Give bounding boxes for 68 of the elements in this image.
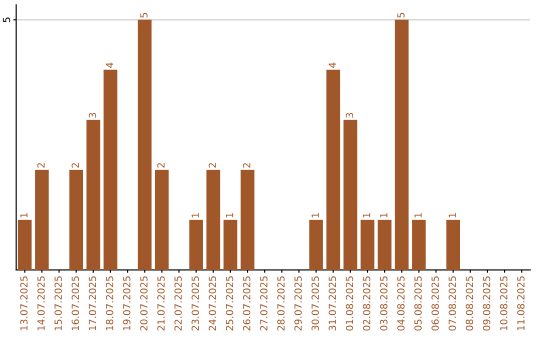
x-tick-label: 10.08.2025 (500, 276, 508, 330)
x-tick-label: 19.07.2025 (123, 276, 130, 330)
data-label: 3 (346, 112, 354, 118)
data-label: 4 (328, 62, 336, 68)
x-tick-label: 16.07.2025 (72, 276, 79, 330)
bar (360, 220, 374, 270)
data-label: 2 (157, 163, 165, 168)
bar (155, 170, 169, 270)
x-tick-label: 14.07.2025 (37, 276, 45, 330)
bar (378, 220, 392, 270)
bar (189, 220, 203, 270)
data-label: 2 (208, 163, 216, 168)
bar (138, 20, 152, 270)
x-tick-label: 30.07.2025 (312, 276, 319, 330)
x-tick-label: 31.07.2025 (328, 276, 336, 330)
bar (309, 220, 323, 270)
x-tick-label: 13.07.2025 (20, 276, 28, 330)
bar (104, 70, 118, 270)
x-tick-label: 17.07.2025 (88, 276, 96, 330)
data-label: 1 (192, 213, 199, 218)
x-tick-label: 02.08.2025 (362, 276, 370, 331)
x-tick-label: 22.07.2025 (174, 276, 182, 330)
x-tick-label: 03.08.2025 (380, 276, 388, 331)
x-tick-label: 08.08.2025 (466, 276, 474, 331)
bar (224, 220, 238, 270)
x-tick-label: 26.07.2025 (243, 276, 250, 330)
x-tick-label: 05.08.2025 (414, 276, 422, 331)
bar (446, 220, 460, 270)
data-label: 5 (140, 12, 148, 18)
x-tick-label: 18.07.2025 (106, 276, 114, 330)
bar (18, 220, 32, 270)
x-tick-label: 25.07.2025 (226, 276, 234, 330)
data-label: 5 (397, 12, 405, 18)
x-tick-label: 06.08.2025 (432, 276, 439, 331)
data-label: 1 (312, 213, 319, 218)
x-tick-label: 27.07.2025 (260, 276, 268, 330)
data-label: 2 (243, 163, 250, 168)
data-label: 1 (363, 213, 370, 218)
data-label: 3 (88, 112, 96, 118)
bar (206, 170, 220, 270)
x-tick-label: 28.07.2025 (277, 276, 285, 330)
data-label: 2 (72, 163, 79, 168)
data-label: 1 (226, 213, 234, 218)
bar (394, 20, 409, 270)
x-tick-label: 01.08.2025 (346, 276, 354, 331)
data-label: 1 (414, 213, 422, 218)
bar (69, 170, 84, 270)
bar (326, 70, 340, 270)
x-tick-label: 15.07.2025 (54, 276, 62, 330)
data-label: 1 (448, 213, 456, 218)
bar (35, 170, 49, 270)
data-label: 4 (106, 62, 114, 68)
x-tick-label: 21.07.2025 (157, 276, 165, 330)
x-tick-label: 23.07.2025 (192, 276, 199, 330)
bar (86, 120, 100, 270)
x-tick-label: 29.07.2025 (294, 276, 302, 330)
data-label: 1 (20, 213, 28, 218)
x-tick-label: 24.07.2025 (208, 276, 216, 330)
data-label: 2 (37, 163, 45, 168)
x-tick-label: 11.08.2025 (517, 276, 525, 330)
bar (412, 220, 426, 270)
x-tick-label: 09.08.2025 (482, 276, 490, 331)
x-tick-label: 20.07.2025 (140, 276, 148, 330)
bar (240, 170, 254, 270)
x-tick-label: 04.08.2025 (397, 276, 405, 331)
x-tick-label: 07.08.2025 (448, 276, 456, 331)
data-label: 1 (380, 213, 388, 218)
bar (344, 120, 358, 270)
